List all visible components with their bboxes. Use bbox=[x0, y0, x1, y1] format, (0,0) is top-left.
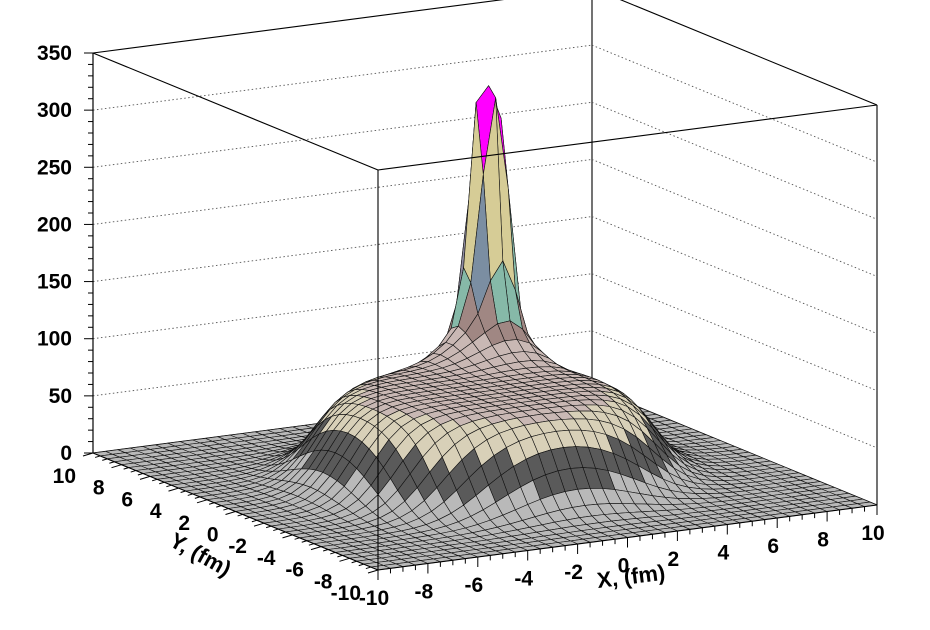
y-tick-label: 10 bbox=[53, 465, 76, 488]
y-tick-label: -4 bbox=[257, 547, 276, 570]
y-tick bbox=[109, 461, 115, 464]
y-tick bbox=[322, 549, 329, 552]
y-tick bbox=[196, 499, 208, 504]
y-tick bbox=[194, 496, 201, 499]
y-tick bbox=[251, 519, 258, 523]
z-grid-line bbox=[92, 101, 593, 168]
x-tick-label: -2 bbox=[564, 561, 583, 584]
z-tick-label: 150 bbox=[37, 271, 72, 294]
x-tick-label: 10 bbox=[861, 522, 884, 545]
z-tick-label: 200 bbox=[37, 213, 72, 236]
y-tick bbox=[216, 505, 222, 508]
top-left-edge bbox=[92, 52, 379, 171]
z-grid-line bbox=[591, 101, 878, 220]
y-tick bbox=[337, 554, 343, 558]
y-tick-label: 0 bbox=[207, 524, 219, 547]
y-tick bbox=[166, 484, 172, 488]
x-tick-label: 2 bbox=[668, 548, 680, 571]
y-tick bbox=[94, 455, 101, 458]
z-tick-label: 300 bbox=[37, 99, 72, 122]
y-tick bbox=[339, 557, 350, 562]
x-tick-label: -4 bbox=[514, 568, 533, 591]
y-tick-label: -2 bbox=[228, 535, 247, 558]
y-tick-label: -8 bbox=[314, 570, 333, 593]
y-tick bbox=[294, 537, 300, 540]
front-frame bbox=[92, 52, 878, 570]
x-tick-label: -6 bbox=[464, 574, 483, 597]
y-tick bbox=[265, 525, 272, 529]
y-tick bbox=[301, 540, 307, 543]
y-tick bbox=[244, 516, 250, 520]
z-grid-line bbox=[591, 44, 878, 163]
y-tick bbox=[187, 493, 193, 496]
top-right-edge bbox=[619, 0, 878, 106]
x-tick-label: 8 bbox=[817, 529, 829, 552]
y-tick bbox=[123, 467, 129, 470]
y-tick-label: 6 bbox=[121, 488, 133, 511]
y-tick bbox=[253, 522, 265, 527]
z-tick-label: 50 bbox=[49, 385, 72, 408]
y-tick-label: -6 bbox=[285, 559, 304, 582]
y-tick bbox=[310, 546, 322, 551]
z-grid-lines bbox=[92, 44, 878, 449]
y-tick bbox=[168, 487, 179, 492]
x-axis-title: X, (fm) bbox=[596, 560, 667, 593]
y-tick bbox=[273, 528, 279, 532]
y-tick bbox=[308, 543, 315, 546]
surface-mesh bbox=[92, 85, 878, 571]
z-tick-label: 350 bbox=[37, 42, 72, 65]
z-grid-line bbox=[591, 159, 878, 277]
y-tick bbox=[208, 502, 215, 505]
y-tick bbox=[137, 472, 144, 476]
z-grid-line bbox=[591, 330, 878, 449]
y-axis-title: Y, (fm) bbox=[166, 528, 236, 582]
x-tick-label: 0 bbox=[618, 555, 630, 578]
y-tick bbox=[358, 563, 364, 567]
x-tick-label: 6 bbox=[767, 535, 779, 558]
y-tick bbox=[365, 566, 372, 570]
y-tick-label: 2 bbox=[178, 512, 190, 535]
x-tick-label: 4 bbox=[717, 542, 729, 565]
y-tick bbox=[223, 508, 229, 511]
top-front-edge bbox=[377, 104, 878, 171]
y-tick bbox=[151, 478, 158, 482]
z-grid-line bbox=[92, 44, 593, 111]
y-tick bbox=[139, 475, 151, 480]
z-tick-label: 100 bbox=[37, 328, 72, 351]
top-back-edge bbox=[92, 0, 505, 54]
y-tick bbox=[237, 513, 243, 517]
y-tick bbox=[351, 560, 357, 564]
z-grid-line bbox=[92, 158, 593, 225]
y-tick bbox=[225, 511, 236, 515]
y-tick bbox=[280, 531, 286, 534]
y-tick bbox=[180, 490, 186, 494]
y-tick bbox=[102, 458, 108, 461]
z-axis: 0 50 100 150 200 250 300 350 bbox=[37, 42, 94, 465]
z-tick-label: 0 bbox=[60, 442, 72, 465]
z-grid-line bbox=[591, 216, 878, 334]
x-tick-label: -10 bbox=[359, 587, 389, 610]
x-axis: -10 -8 -6 -4 -2 0 2 4 6 8 10 bbox=[359, 504, 885, 610]
y-tick bbox=[82, 452, 94, 457]
y-tick bbox=[367, 569, 379, 574]
z-tick-label: 250 bbox=[37, 156, 72, 179]
x-tick-label: -8 bbox=[415, 581, 434, 604]
y-tick-label: 8 bbox=[93, 477, 105, 500]
y-tick bbox=[330, 551, 336, 555]
y-tick bbox=[130, 470, 136, 473]
z-grid-line bbox=[591, 273, 878, 392]
y-tick-label: -10 bbox=[331, 582, 361, 605]
y-tick-label: 4 bbox=[150, 500, 162, 523]
z-grid-line bbox=[92, 216, 593, 283]
y-tick bbox=[282, 534, 293, 539]
y-tick bbox=[111, 464, 122, 469]
y-tick bbox=[159, 481, 165, 485]
